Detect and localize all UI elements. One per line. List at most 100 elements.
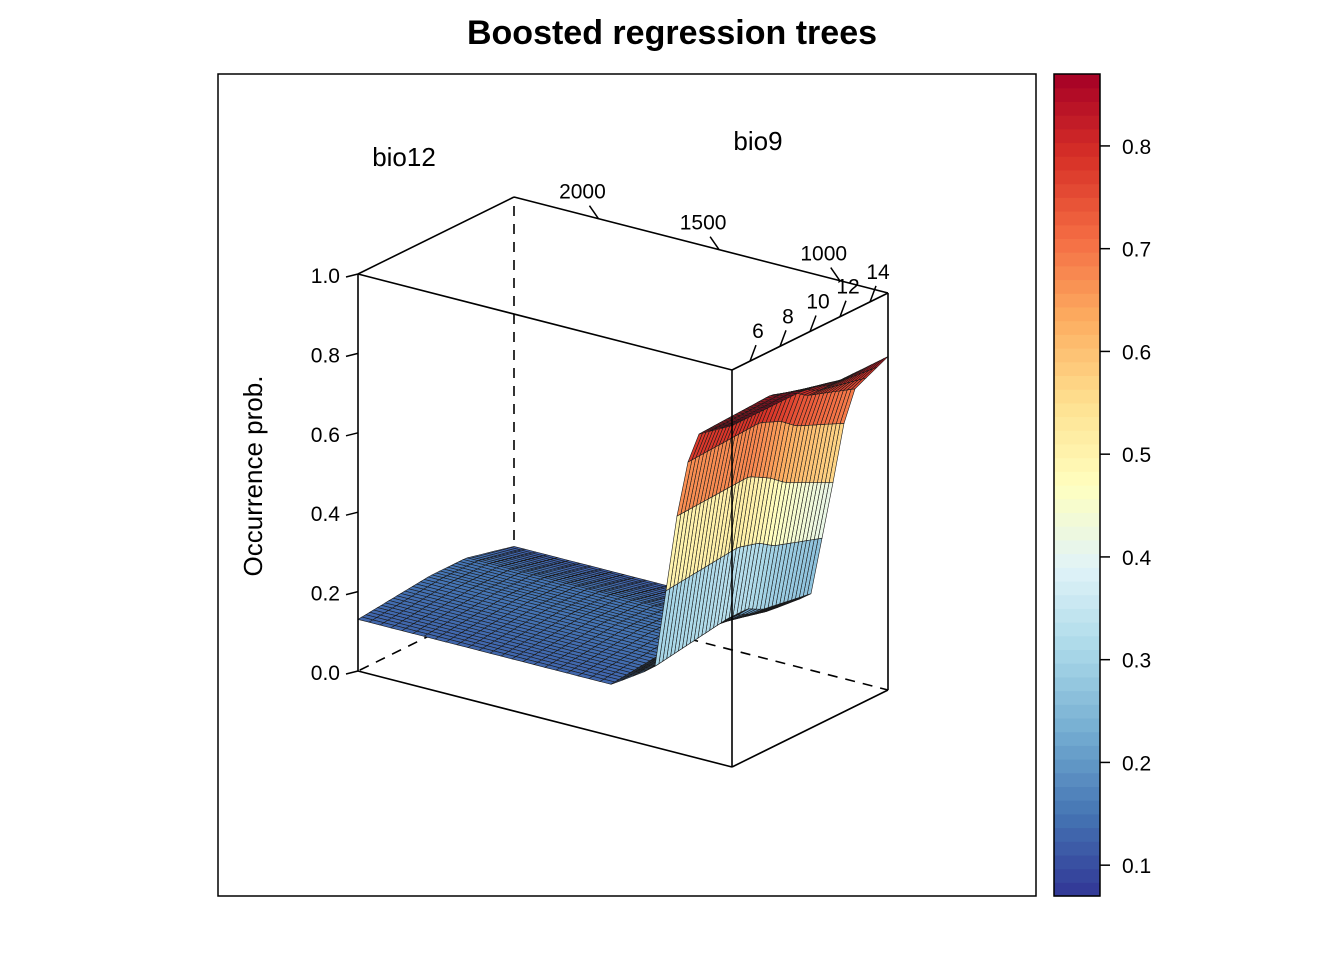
bio12-tick-mark: [588, 205, 600, 220]
colorbar-swatch: [1054, 786, 1100, 801]
occurrence-tick-mark: [345, 590, 359, 596]
bio12-tick-mark: [709, 236, 720, 251]
occurrence-tick-label: 0.4: [311, 503, 341, 526]
colorbar-swatch: [1054, 745, 1100, 760]
occurrence-tick-mark: [345, 273, 359, 278]
colorbar-tick-label: 0.2: [1122, 752, 1151, 775]
colorbar-swatch: [1054, 320, 1100, 335]
colorbar-swatch: [1054, 142, 1100, 157]
colorbar-swatch: [1054, 594, 1100, 609]
colorbar-swatch: [1054, 183, 1100, 198]
box-edge: [357, 196, 515, 275]
colorbar-swatch: [1054, 512, 1100, 527]
bio9-tick-label: 14: [866, 261, 890, 284]
colorbar-swatch: [1054, 717, 1100, 733]
occurrence-tick-label: 0.6: [311, 424, 340, 447]
colorbar-tick-label: 0.4: [1122, 547, 1152, 570]
colorbar-swatch: [1054, 676, 1100, 692]
colorbar-swatch: [1054, 841, 1100, 856]
colorbar-swatch: [1054, 348, 1100, 363]
colorbar-swatch: [1054, 854, 1100, 870]
colorbar-tick-label: 0.1: [1122, 855, 1151, 878]
box-back-edges: [357, 197, 889, 691]
colorbar-tick-label: 0.8: [1122, 136, 1151, 159]
occurrence-axis-label: Occurrence prob.: [238, 376, 268, 577]
occurrence-tick-label: 0.8: [311, 344, 340, 367]
box-edge: [357, 273, 733, 371]
occurrence-tick-mark: [345, 432, 359, 437]
colorbar-swatch: [1054, 800, 1100, 815]
colorbar-swatch: [1054, 74, 1100, 89]
colorbar-tick-label: 0.6: [1122, 341, 1151, 364]
colorbar-swatch: [1054, 567, 1100, 582]
hidden-edge: [357, 593, 515, 672]
colorbar-swatch: [1054, 115, 1100, 130]
colorbar-swatch: [1054, 731, 1100, 746]
colorbar-swatch: [1054, 772, 1100, 787]
colorbar-tick-label: 0.7: [1122, 239, 1151, 262]
bio9-tick-mark: [869, 285, 877, 303]
colorbar-swatch: [1054, 279, 1100, 294]
occurrence-tick-label: 0.2: [311, 583, 340, 606]
colorbar-swatch: [1054, 375, 1100, 390]
colorbar-swatch: [1054, 334, 1100, 349]
colorbar-swatch: [1054, 704, 1100, 719]
colorbar-swatch: [1054, 443, 1100, 459]
colorbar-swatch: [1054, 690, 1100, 705]
colorbar-swatch: [1054, 224, 1100, 239]
colorbar-swatch: [1054, 197, 1100, 212]
colorbar-tick-label: 0.5: [1122, 444, 1151, 467]
occurrence-tick-mark: [345, 670, 359, 675]
colorbar-swatch: [1054, 306, 1100, 322]
colorbar-tick-label: 0.3: [1122, 650, 1151, 673]
surface-mesh: [357, 356, 889, 685]
bio9-tick-label: 10: [806, 291, 829, 314]
colorbar-swatch: [1054, 238, 1100, 253]
colorbar-swatch: [1054, 498, 1100, 513]
plot-frame: [217, 73, 1037, 897]
colorbar-frame: [1053, 73, 1101, 897]
colorbar: 0.1 0.2 0.3 0.4 0.5 0.6 0.7 0.8: [1053, 73, 1152, 897]
colorbar-swatch: [1054, 526, 1100, 541]
box-edge: [731, 689, 889, 768]
colorbar-swatch: [1054, 635, 1100, 650]
bio9-tick-mark: [779, 330, 787, 347]
bio9-tick-label: 8: [782, 305, 794, 328]
colorbar-swatch: [1054, 457, 1100, 472]
bio12-tick-mark: [830, 267, 841, 282]
colorbar-swatch: [1054, 156, 1100, 171]
bio12-axis-label: bio12: [372, 142, 436, 172]
occurrence-tick-mark: [345, 511, 359, 516]
bio9-axis-label: bio9: [733, 126, 782, 156]
colorbar-swatch: [1054, 252, 1100, 267]
colorbar-swatch: [1054, 293, 1100, 308]
box-edge: [513, 196, 889, 294]
colorbar-swatch: [1054, 813, 1100, 829]
occurrence-axis: Occurrence prob. 0.0 0.2 0.4 0.6 0.8 1.0: [238, 265, 359, 685]
colorbar-swatch: [1054, 622, 1100, 637]
colorbar-swatch: [1054, 539, 1100, 555]
colorbar-swatch: [1054, 580, 1100, 596]
bio12-axis: bio12 2000 1500 1000: [372, 142, 847, 282]
occurrence-tick-label: 1.0: [311, 265, 340, 288]
colorbar-swatch: [1054, 485, 1100, 500]
chart-title: Boosted regression trees: [467, 14, 877, 52]
colorbar-swatch: [1054, 553, 1100, 568]
bio12-tick-label: 1500: [680, 212, 727, 235]
colorbar-swatch: [1054, 402, 1100, 418]
colorbar-swatch: [1054, 663, 1100, 678]
colorbar-swatch: [1054, 101, 1100, 116]
colorbar-swatch: [1054, 169, 1100, 185]
bio12-tick-label: 1000: [800, 243, 847, 266]
colorbar-swatch: [1054, 882, 1100, 897]
colorbar-swatch: [1054, 649, 1100, 664]
colorbar-swatch: [1054, 389, 1100, 404]
colorbar-swatch: [1054, 128, 1100, 144]
bio9-tick-label: 6: [752, 320, 764, 343]
colorbar-swatch: [1054, 608, 1100, 623]
colorbar-swatch: [1054, 868, 1100, 883]
occurrence-tick-label: 0.0: [311, 662, 340, 685]
bio9-tick-mark: [749, 344, 757, 362]
